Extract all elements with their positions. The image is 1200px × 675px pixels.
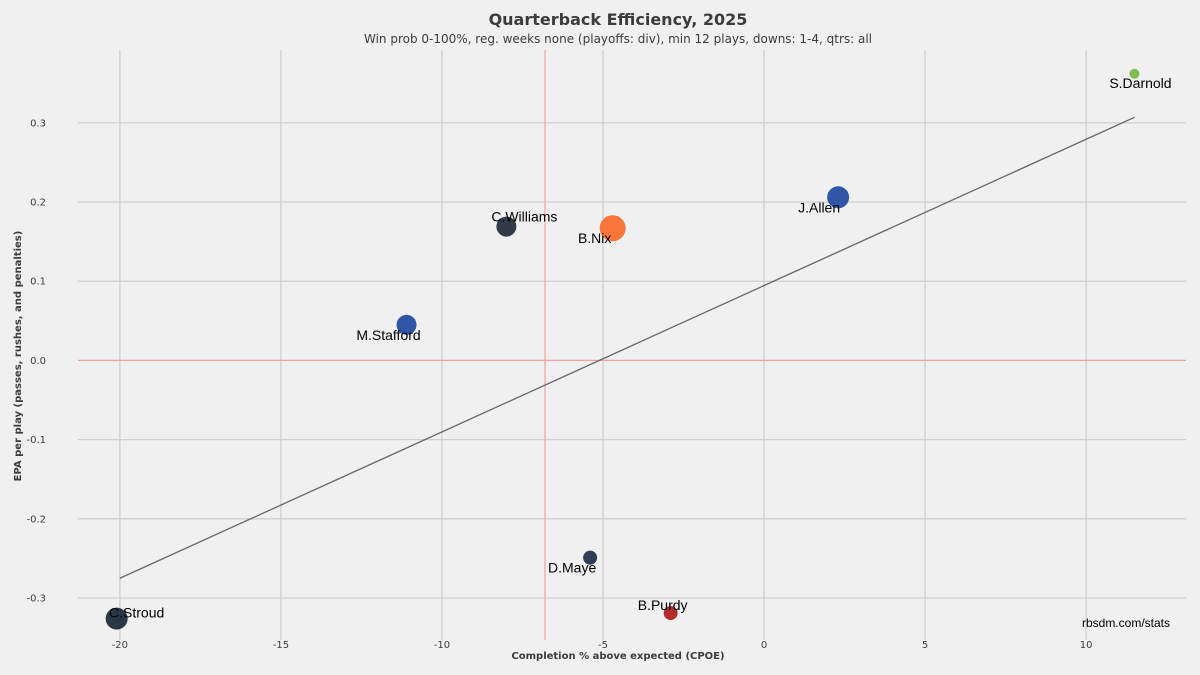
x-tick-label: -15 (273, 640, 289, 651)
trendline (119, 116, 1135, 579)
trendline-group (119, 116, 1135, 579)
x-tick-labels: -20 -15 -10 -5 0 5 10 (112, 640, 1093, 651)
data-points (105, 68, 1140, 630)
data-point (583, 550, 598, 565)
data-point (663, 606, 678, 621)
point-label: S.Darnold (1109, 75, 1171, 91)
point-label: C.Williams (491, 209, 557, 225)
x-tick-label: 10 (1080, 640, 1093, 651)
data-point (496, 216, 517, 237)
y-tick-label: 0.1 (30, 277, 46, 288)
y-tick-labels: -0.3 -0.2 -0.1 0.0 0.1 0.2 0.3 (26, 118, 46, 604)
data-point (599, 215, 626, 242)
y-tick-label: -0.2 (26, 514, 46, 525)
point-label: D.Maye (548, 560, 596, 576)
source-note: rbsdm.com/stats (1082, 616, 1170, 630)
y-axis-label: EPA per play (passes, rushes, and penalt… (13, 231, 24, 482)
chart-title: Quarterback Efficiency, 2025 (489, 10, 748, 29)
y-tick-label: -0.1 (26, 435, 46, 446)
point-labels: S.Darnold J.Allen C.Williams B.Nix M.Staffor… (109, 75, 1172, 621)
point-label: C.Stroud (109, 605, 164, 621)
point-label: B.Purdy (638, 597, 688, 613)
y-tick-label: 0.3 (30, 118, 46, 129)
reference-lines (78, 50, 1186, 640)
y-tick-label: 0.0 (30, 356, 46, 367)
data-point (396, 314, 417, 335)
x-tick-label: 0 (761, 640, 767, 651)
x-axis-label: Completion % above expected (CPOE) (511, 651, 724, 662)
point-label: B.Nix (578, 230, 611, 246)
x-tick-label: -5 (598, 640, 608, 651)
data-point (827, 186, 850, 209)
data-point (105, 607, 128, 630)
chart-subtitle: Win prob 0-100%, reg. weeks none (playof… (364, 32, 872, 46)
point-label: J.Allen (798, 199, 840, 215)
x-tick-label: -20 (112, 640, 128, 651)
y-tick-label: 0.2 (30, 198, 46, 209)
x-tick-label: 5 (922, 640, 928, 651)
x-tick-label: -10 (434, 640, 450, 651)
y-tick-label: -0.3 (26, 594, 46, 605)
data-point (1129, 68, 1140, 79)
point-label: M.Stafford (356, 327, 420, 343)
